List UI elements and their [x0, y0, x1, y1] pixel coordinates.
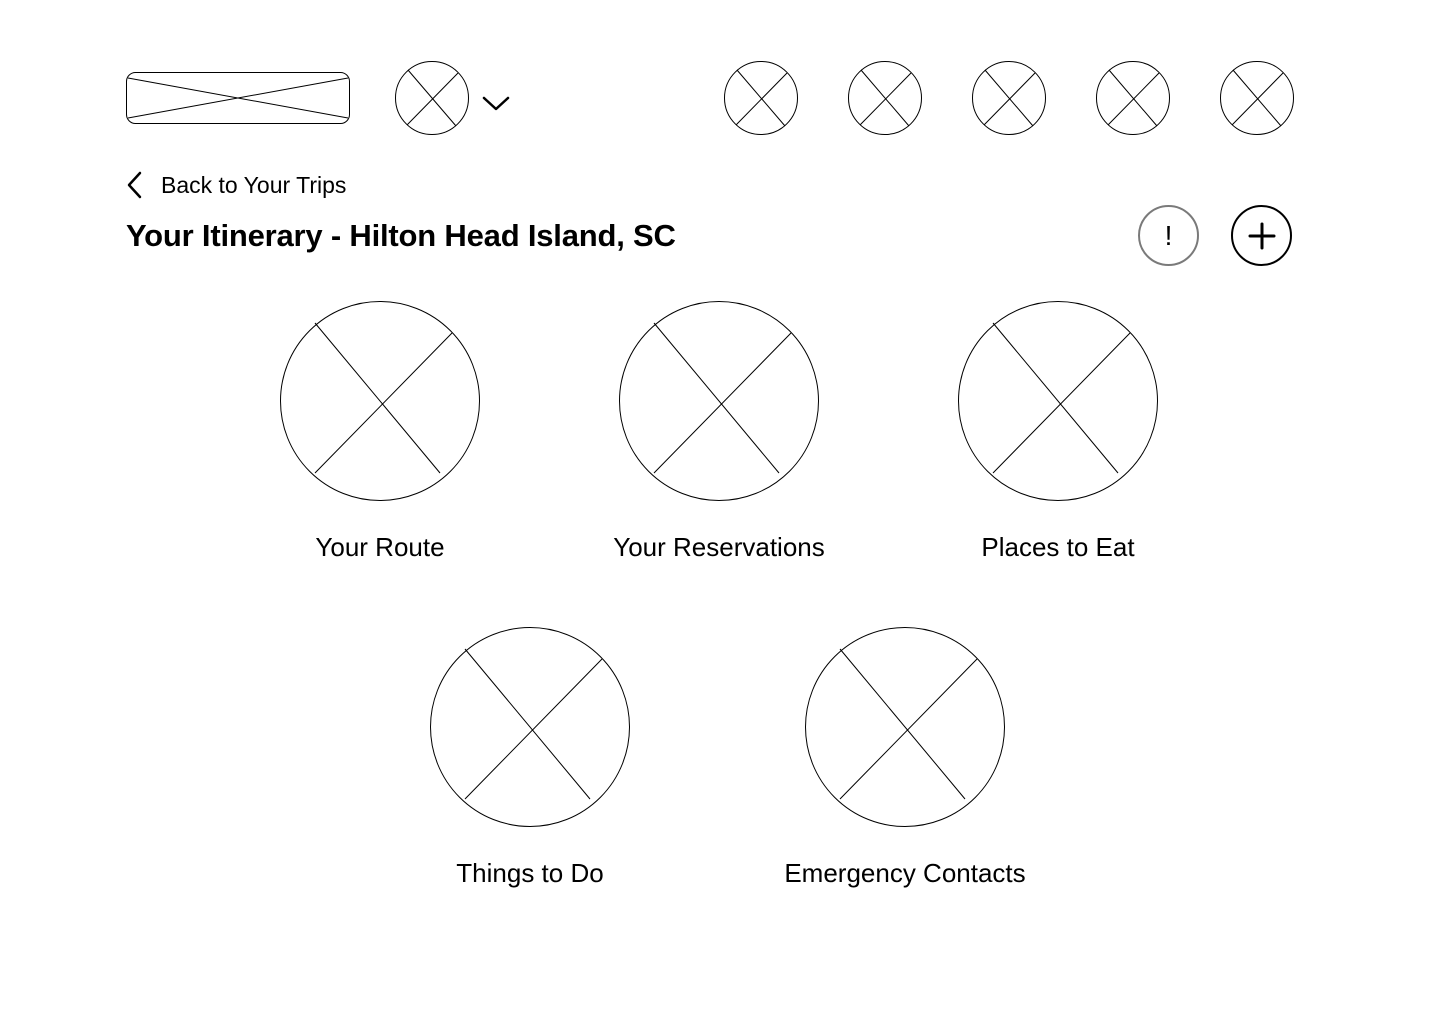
profile-menu-button[interactable] [481, 94, 511, 114]
exclamation-icon: ! [1164, 219, 1173, 251]
chevron-left-icon [127, 171, 142, 199]
image-placeholder-icon [430, 627, 630, 827]
plus-icon [1248, 222, 1275, 249]
card-label: Your Reservations [613, 532, 825, 562]
image-placeholder-icon [126, 72, 350, 124]
nav-icon-2[interactable] [848, 61, 922, 135]
image-placeholder-icon [619, 301, 819, 501]
card-places-to-eat[interactable]: Places to Eat [898, 301, 1218, 563]
back-link-label: Back to Your Trips [161, 172, 347, 198]
card-emergency-contacts[interactable]: Emergency Contacts [745, 627, 1065, 889]
image-placeholder-icon [395, 61, 469, 135]
card-your-reservations[interactable]: Your Reservations [559, 301, 879, 563]
card-label: Your Route [315, 532, 445, 562]
back-to-trips-link[interactable]: Back to Your Trips [124, 168, 346, 202]
image-placeholder-icon [1096, 61, 1170, 135]
image-placeholder-icon [848, 61, 922, 135]
logo-placeholder[interactable] [126, 72, 350, 124]
card-things-to-do[interactable]: Things to Do [370, 627, 690, 889]
card-label: Emergency Contacts [784, 858, 1026, 888]
image-placeholder-icon [280, 301, 480, 501]
card-label: Places to Eat [981, 532, 1135, 562]
nav-icon-4[interactable] [1096, 61, 1170, 135]
image-placeholder-icon [724, 61, 798, 135]
nav-icon-3[interactable] [972, 61, 1046, 135]
card-your-route[interactable]: Your Route [220, 301, 540, 563]
image-placeholder-icon [972, 61, 1046, 135]
nav-icon-5[interactable] [1220, 61, 1294, 135]
card-label: Things to Do [456, 858, 604, 888]
chevron-down-icon [482, 96, 510, 111]
image-placeholder-icon [805, 627, 1005, 827]
page-title: Your Itinerary - Hilton Head Island, SC [126, 218, 676, 253]
image-placeholder-icon [958, 301, 1158, 501]
add-button[interactable] [1231, 205, 1292, 266]
image-placeholder-icon [1220, 61, 1294, 135]
alert-button[interactable]: ! [1138, 205, 1199, 266]
nav-icon-1[interactable] [724, 61, 798, 135]
profile-avatar[interactable] [395, 61, 469, 135]
